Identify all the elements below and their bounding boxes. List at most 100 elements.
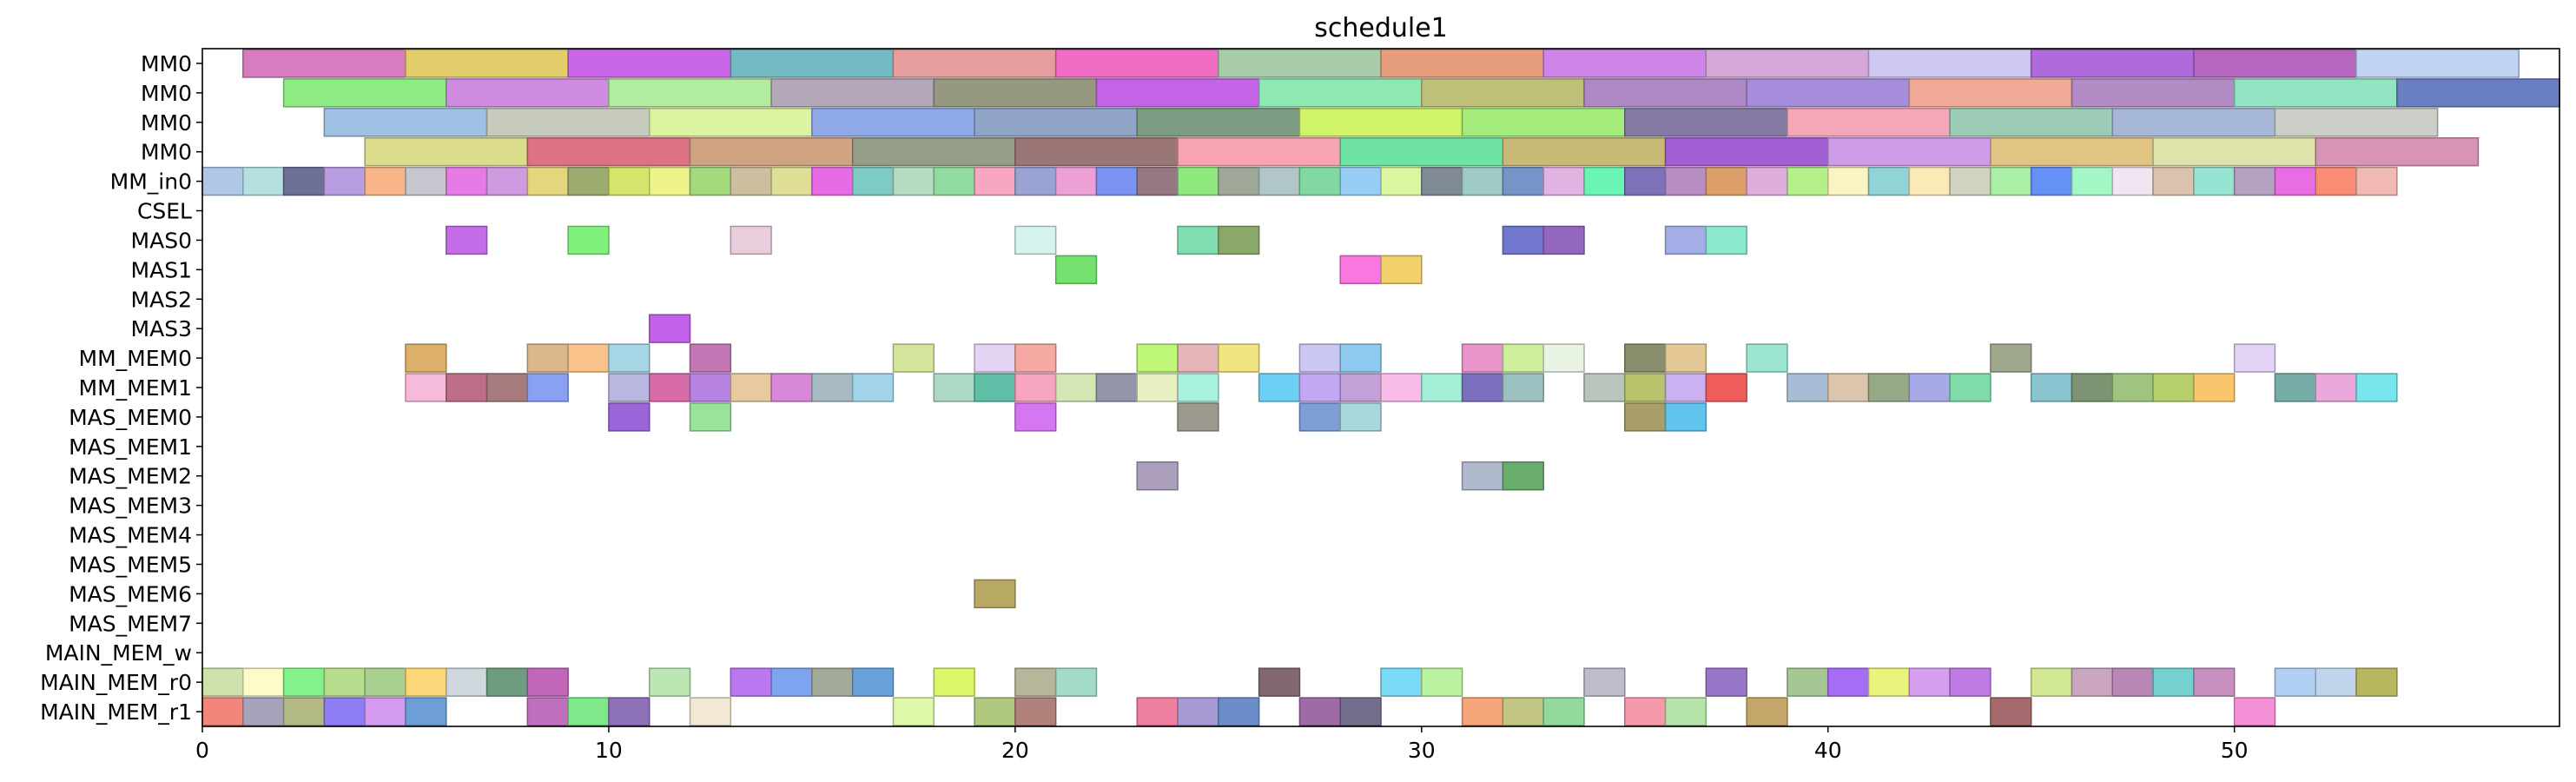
task-bar [608, 402, 651, 432]
task-bar [201, 667, 244, 697]
task-bar [405, 667, 447, 697]
task-bar [1421, 667, 1463, 697]
task-bar [1054, 166, 1098, 196]
y-tick-label: MAS_MEM5 [69, 552, 192, 577]
task-bar [730, 667, 772, 697]
task-bar [1054, 255, 1098, 285]
task-bar [608, 343, 651, 373]
y-tick-label: MAIN_MEM_w [45, 640, 192, 666]
task-bar [1380, 255, 1423, 285]
y-axis: MM0 MM0 MM0 MM0 MM_in0 CSEL MAS0 MAS1 MAS2 MAS3 MM… [40, 51, 202, 725]
task-bar [2274, 667, 2316, 697]
x-tick-label: 10 [595, 738, 623, 763]
task-bar [1624, 343, 1667, 373]
task-bar [405, 373, 447, 402]
task-bar [1705, 225, 1747, 255]
y-tick-label: MM_MEM1 [79, 375, 192, 401]
task-bar [1421, 78, 1585, 108]
task-bar [689, 137, 854, 167]
task-bar [2071, 373, 2114, 402]
x-tick-label: 30 [1408, 738, 1436, 763]
task-bar [1461, 697, 1504, 726]
task-bar [242, 667, 285, 697]
task-bar [1421, 166, 1463, 196]
task-bar [1014, 402, 1057, 432]
task-bar [2111, 108, 2276, 137]
task-bar [242, 49, 406, 78]
task-bar [2274, 373, 2316, 402]
task-bar [1136, 461, 1179, 491]
task-bar [242, 697, 285, 726]
task-bar [730, 225, 772, 255]
task-bar [974, 108, 1138, 137]
task-bar [851, 166, 895, 196]
task-bar [2030, 166, 2073, 196]
task-bar [1664, 697, 1707, 726]
task-bar [1664, 166, 1707, 196]
task-bar [851, 667, 895, 697]
task-bar [2030, 667, 2073, 697]
task-bar [2152, 373, 2195, 402]
task-bar [1298, 108, 1463, 137]
task-bar [1949, 667, 1991, 697]
x-tick-label: 0 [195, 738, 209, 763]
task-bar [689, 166, 732, 196]
y-tick-label: MAS2 [131, 287, 192, 312]
task-bar [1461, 108, 1626, 137]
task-bar [526, 697, 569, 726]
task-bar [2152, 667, 2195, 697]
task-bar [2193, 667, 2236, 697]
task-bar [323, 697, 366, 726]
task-bar [1461, 373, 1504, 402]
task-bar [1990, 697, 2032, 726]
y-tick-label: MM0 [141, 51, 192, 76]
task-bar [1787, 667, 1829, 697]
task-bar [446, 225, 488, 255]
task-bar [1664, 137, 1829, 167]
task-bar [201, 166, 244, 196]
task-bar [1258, 166, 1301, 196]
task-bar [1177, 697, 1219, 726]
task-bar [1826, 166, 1870, 196]
task-bar [1258, 667, 1301, 697]
task-bar [1461, 166, 1504, 196]
task-bar [567, 343, 610, 373]
task-bar [1298, 402, 1341, 432]
task-bar [526, 373, 569, 402]
task-bar [405, 166, 447, 196]
task-bar [933, 373, 975, 402]
task-bar [1095, 166, 1138, 196]
task-bar [1787, 373, 1829, 402]
task-bar [1949, 373, 1991, 402]
task-bar [1136, 343, 1179, 373]
task-bar [1542, 49, 1707, 78]
task-bar [485, 166, 529, 196]
task-bar [851, 137, 1016, 167]
task-bar [2233, 343, 2276, 373]
task-bar [1583, 166, 1626, 196]
task-bar [1502, 343, 1544, 373]
task-bar [2071, 166, 2114, 196]
y-tick-label: MAS_MEM1 [69, 434, 192, 460]
x-tick-label: 40 [1814, 738, 1842, 763]
task-bar [2030, 49, 2195, 78]
task-bar [526, 667, 569, 697]
task-bar [689, 343, 732, 373]
task-bar [1014, 225, 1057, 255]
task-bar [811, 108, 975, 137]
task-bar [1014, 697, 1057, 726]
task-bar [1218, 697, 1260, 726]
task-bar [1826, 667, 1870, 697]
task-bar [1177, 166, 1219, 196]
task-bar [1218, 49, 1382, 78]
task-bar [1339, 255, 1382, 285]
task-bar [405, 697, 447, 726]
y-tick-label: MAS_MEM7 [69, 611, 192, 636]
task-bar [1298, 343, 1341, 373]
task-bar [1054, 373, 1098, 402]
y-tick-label: MAS3 [131, 316, 192, 341]
task-bar [1583, 667, 1626, 697]
task-bar [974, 697, 1016, 726]
task-bar [1990, 343, 2032, 373]
task-bar [1542, 697, 1585, 726]
